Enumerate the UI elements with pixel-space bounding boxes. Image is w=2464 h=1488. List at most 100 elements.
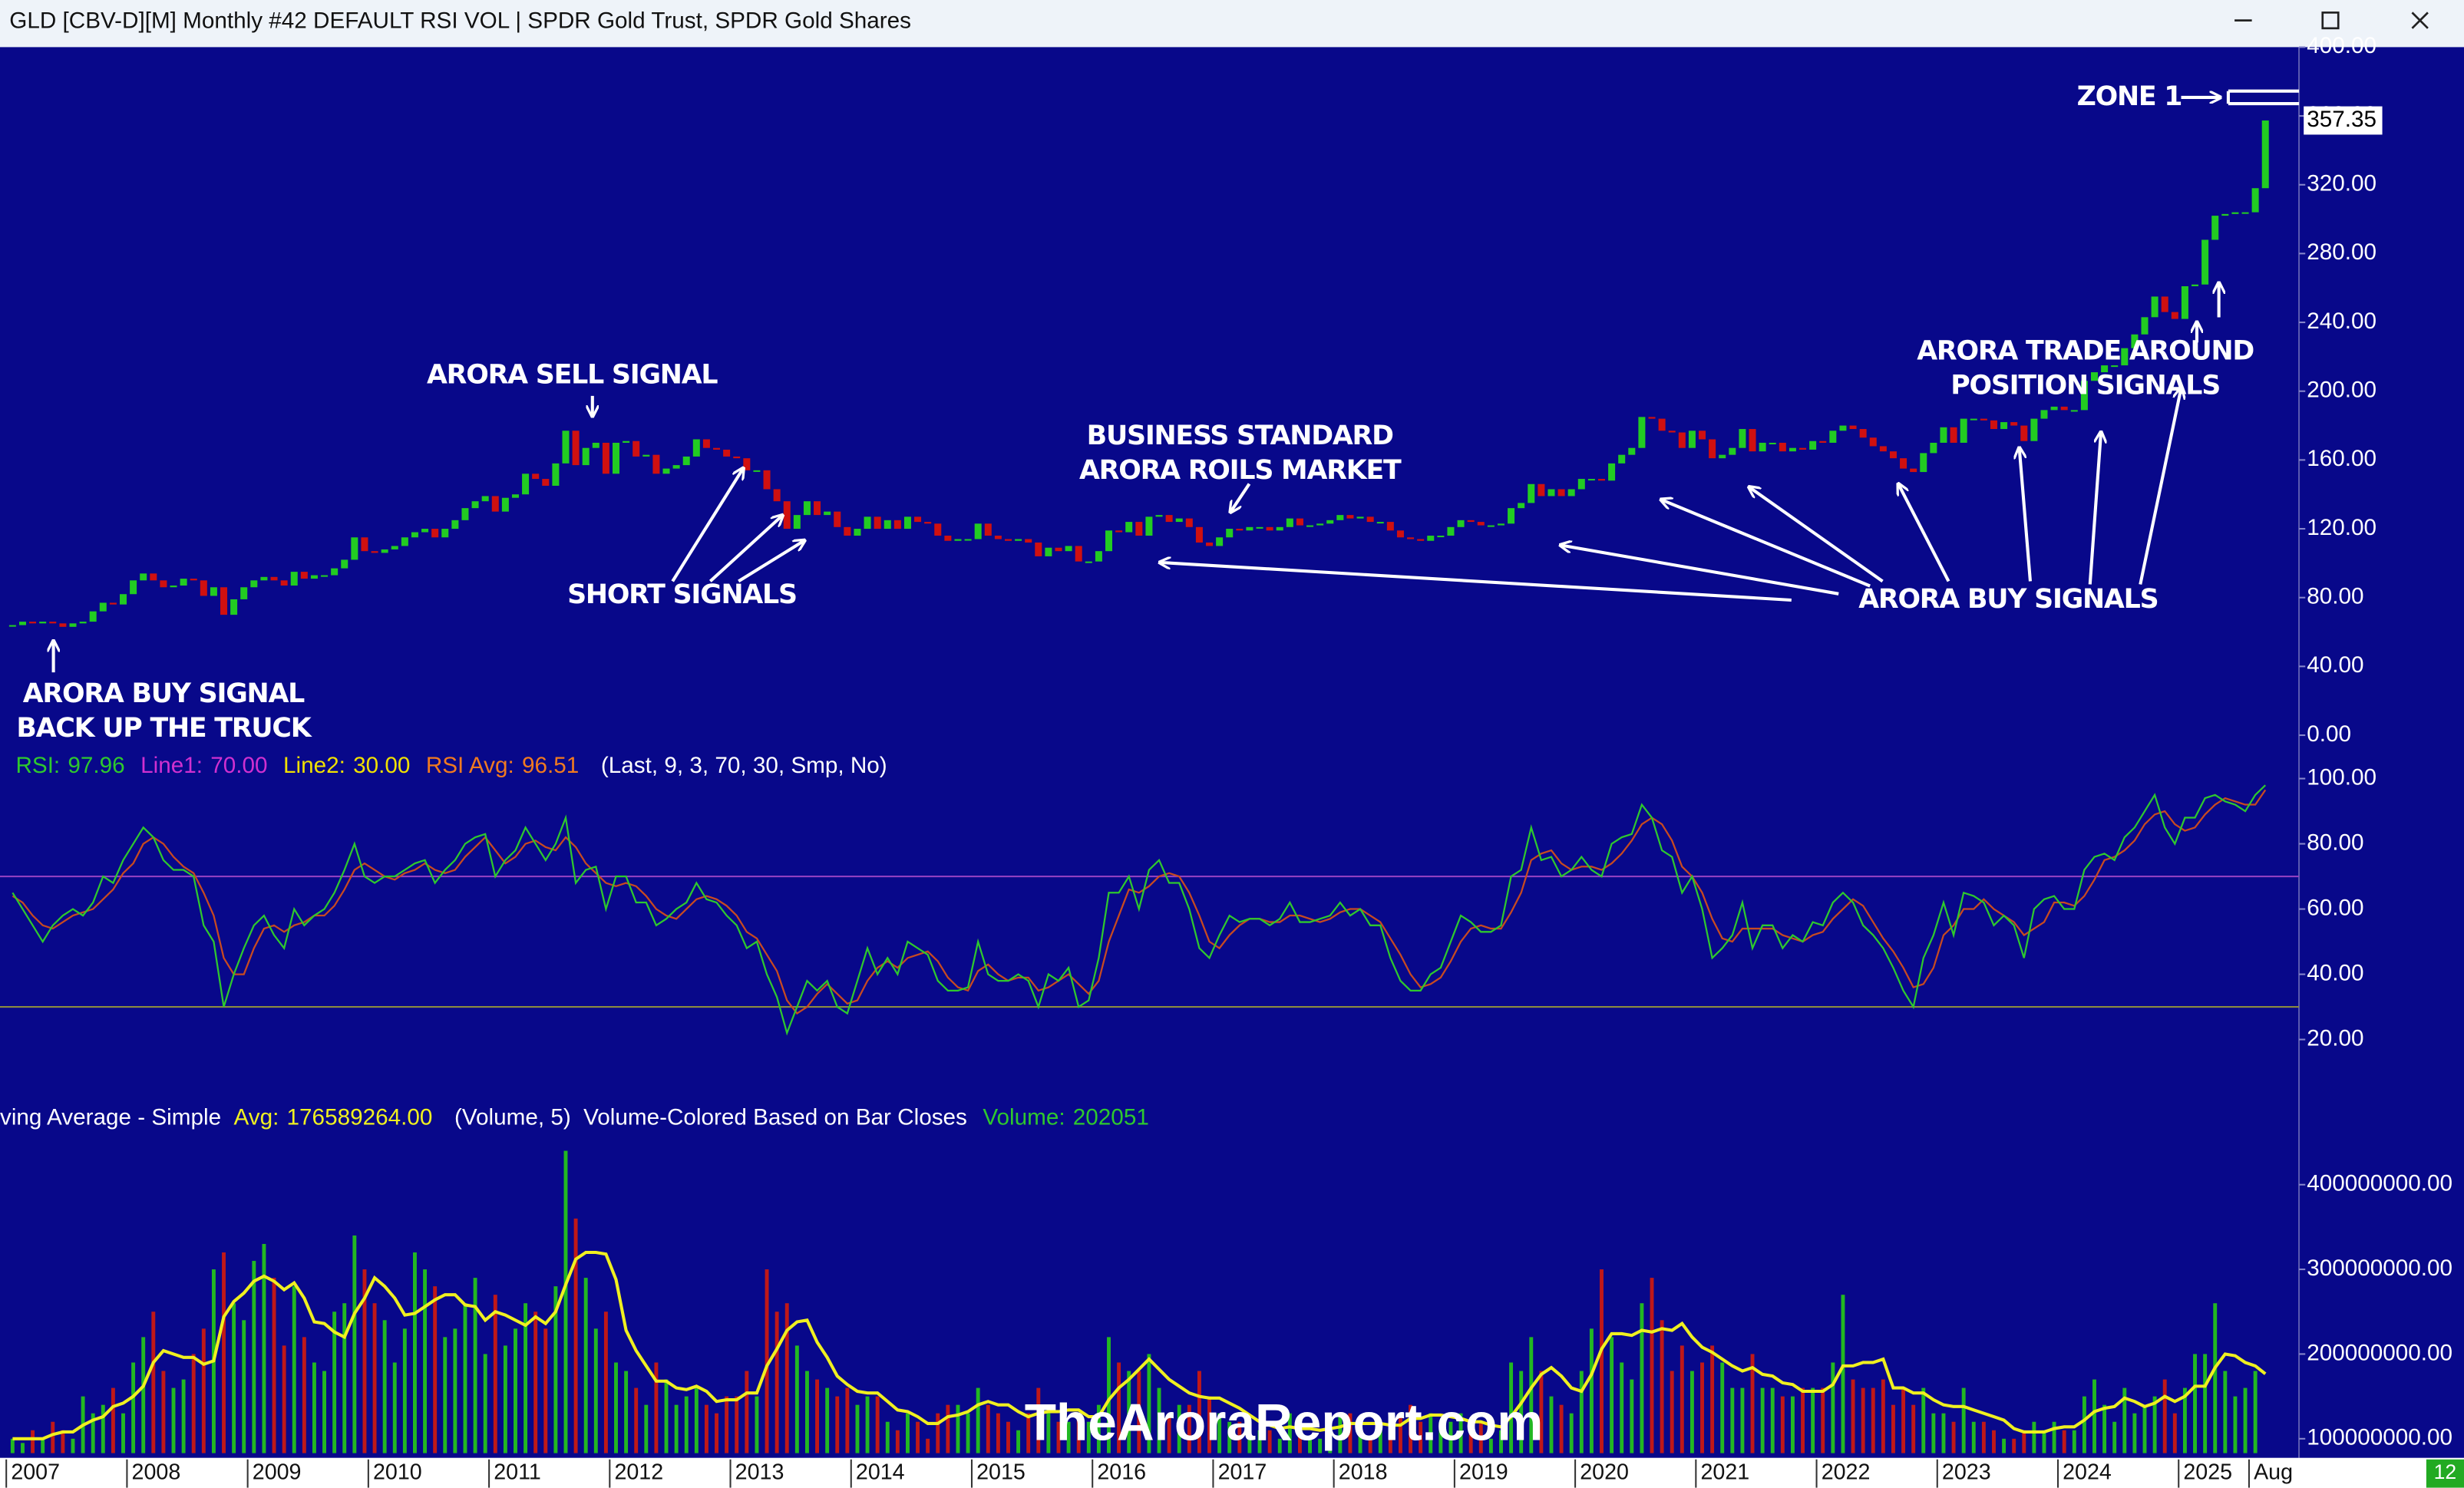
candle-body bbox=[672, 465, 680, 469]
volume-bar bbox=[2142, 1404, 2147, 1453]
volume-bar bbox=[1016, 1430, 1021, 1453]
candle-body bbox=[99, 602, 107, 612]
candle-body bbox=[1879, 446, 1887, 452]
readout: ving Average - Simple Avg: 176589264.00 (Vo… bbox=[0, 1104, 1149, 1130]
volume-bar bbox=[735, 1396, 739, 1453]
candle-body bbox=[1004, 539, 1012, 541]
candle-body bbox=[1226, 529, 1234, 538]
candle-body bbox=[1930, 442, 1937, 454]
y-tick-label: 280.00 bbox=[2307, 239, 2376, 265]
x-tick-label: 2009 bbox=[253, 1460, 302, 1485]
candle-body bbox=[2192, 284, 2199, 286]
candle-body bbox=[1889, 451, 1897, 459]
candle-body bbox=[903, 516, 911, 530]
volume-bar bbox=[1409, 1404, 1413, 1453]
volume-bar bbox=[1247, 1421, 1252, 1453]
volume-bar bbox=[1650, 1278, 1654, 1453]
volume-bar bbox=[1660, 1320, 1664, 1453]
candle-body bbox=[371, 551, 378, 553]
candle-body bbox=[2251, 188, 2259, 213]
volume-bar bbox=[1086, 1421, 1091, 1453]
plot: 0.00 40.00 80.00 120.00 160.00 200.00 240.00 28… bbox=[0, 33, 2452, 1488]
y-tick-label: 320.00 bbox=[2307, 171, 2376, 196]
candle-body bbox=[2181, 285, 2188, 319]
volume-bar bbox=[2102, 1404, 2107, 1453]
volume-bar bbox=[191, 1354, 196, 1453]
volume-bar bbox=[262, 1243, 266, 1453]
candle-body bbox=[1477, 522, 1485, 526]
candle-body bbox=[1749, 429, 1756, 452]
candle-body bbox=[1779, 442, 1786, 452]
volume-bar bbox=[986, 1404, 990, 1453]
volume-bar bbox=[2182, 1387, 2187, 1453]
candle-body bbox=[119, 594, 127, 605]
volume-bar bbox=[1740, 1387, 1745, 1453]
volume-bar bbox=[1821, 1387, 1825, 1453]
candle-body bbox=[220, 587, 228, 615]
volume-average bbox=[12, 1250, 2267, 1440]
candle-body bbox=[2030, 418, 2038, 441]
volume-bar bbox=[1167, 1413, 1171, 1453]
volume-bar bbox=[423, 1269, 428, 1453]
window-controls[interactable] bbox=[2234, 12, 2429, 30]
candle-body bbox=[944, 536, 952, 541]
volume-bar bbox=[1488, 1438, 1493, 1453]
annotation: ARORA ROILS MARKET bbox=[1079, 455, 1402, 486]
x-tick-label: 2018 bbox=[1339, 1460, 1388, 1485]
candle-body bbox=[1346, 515, 1354, 519]
volume-bar bbox=[1227, 1421, 1232, 1453]
candle-body bbox=[592, 442, 599, 448]
volume-bar bbox=[2253, 1371, 2258, 1453]
volume-bar bbox=[2203, 1354, 2208, 1453]
volume-bar bbox=[926, 1438, 930, 1453]
volume-bar bbox=[2152, 1396, 2157, 1453]
volume-bar bbox=[1881, 1379, 1885, 1453]
last-price: 357.35 bbox=[2307, 107, 2376, 132]
y-tick-label: 20.00 bbox=[2307, 1025, 2363, 1051]
candle-body bbox=[552, 463, 560, 487]
candle-body bbox=[713, 447, 721, 450]
readout-item: 97.96 bbox=[68, 753, 124, 778]
y-tick-label: 60.00 bbox=[2307, 895, 2363, 920]
volume-bar bbox=[1539, 1371, 1544, 1453]
volume-bar bbox=[1499, 1430, 1503, 1453]
volume-bar bbox=[845, 1387, 850, 1453]
volume-bar bbox=[2243, 1387, 2248, 1453]
candle-body bbox=[280, 580, 288, 586]
volume-bar bbox=[875, 1396, 880, 1453]
candle-body bbox=[341, 559, 348, 569]
candle-body bbox=[391, 546, 398, 549]
volume-bar bbox=[1981, 1421, 1986, 1453]
y-tick-label: 40.00 bbox=[2307, 960, 2363, 985]
candle-body bbox=[612, 442, 620, 474]
candle-body bbox=[2161, 296, 2168, 312]
candle-body bbox=[562, 431, 570, 464]
y-tick-label: 400.00 bbox=[2307, 33, 2376, 58]
candle-body bbox=[964, 539, 972, 541]
volume-bar bbox=[865, 1396, 870, 1453]
volume-bar bbox=[745, 1371, 749, 1453]
volume-bar bbox=[1076, 1413, 1081, 1453]
volume-bar bbox=[2062, 1430, 2066, 1453]
volume-bar bbox=[1429, 1413, 1433, 1453]
volume-bar bbox=[1419, 1421, 1423, 1453]
candle-body bbox=[401, 537, 408, 546]
volume-bar bbox=[1308, 1438, 1312, 1453]
volume-bar bbox=[936, 1413, 940, 1453]
volume-bar bbox=[2032, 1421, 2036, 1453]
volume-bar bbox=[342, 1303, 347, 1453]
candle-body bbox=[1427, 536, 1435, 541]
volume-bar bbox=[2042, 1430, 2046, 1453]
volume-bar bbox=[573, 1218, 578, 1453]
x-tick-label: 2007 bbox=[11, 1460, 60, 1485]
x-tick-label: 2022 bbox=[1822, 1460, 1871, 1485]
candle-body bbox=[803, 501, 811, 516]
volume-bar bbox=[31, 1430, 35, 1453]
readout-item: 96.51 bbox=[522, 753, 579, 778]
y-tick-label: 100.00 bbox=[2307, 764, 2376, 790]
volume-bar bbox=[1610, 1337, 1614, 1453]
volume-bar bbox=[151, 1311, 156, 1453]
candle-body bbox=[1407, 537, 1415, 539]
candle-body bbox=[250, 580, 258, 588]
volume-bar bbox=[1438, 1421, 1443, 1453]
